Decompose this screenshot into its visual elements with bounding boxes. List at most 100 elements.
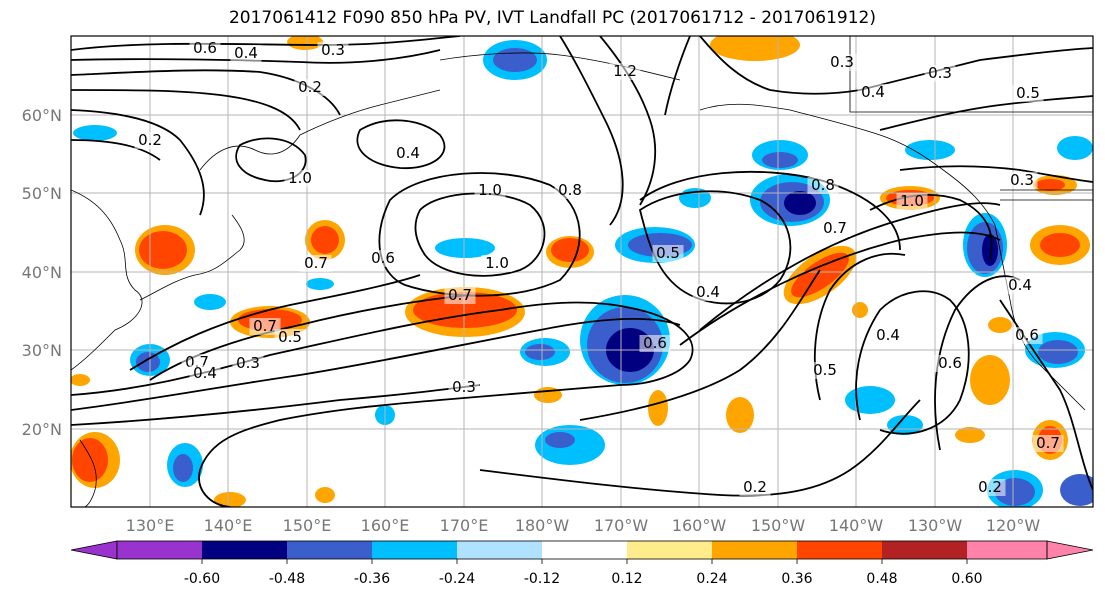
contour-label-text: 0.6 xyxy=(193,39,217,57)
contour-label-text: 0.4 xyxy=(234,44,258,62)
lon-label: 130°W xyxy=(908,516,963,535)
contour-label-text: 0.7 xyxy=(304,254,328,272)
contour-label: 0.5 xyxy=(809,361,841,379)
lat-label: 30°N xyxy=(22,341,62,360)
contour-label-text: 0.8 xyxy=(558,181,582,199)
colorbar-segment xyxy=(457,541,542,559)
contour-label-text: 0.3 xyxy=(1010,171,1034,189)
contour-label-text: 0.6 xyxy=(1015,326,1039,344)
lon-label: 120°W xyxy=(986,516,1041,535)
contour-label-text: 0.3 xyxy=(321,41,345,59)
contour-label: 0.7 xyxy=(1032,434,1064,452)
contour-label: 0.6 xyxy=(934,354,966,372)
contour-label-text: 0.8 xyxy=(811,176,835,194)
contour-label-text: 0.7 xyxy=(823,219,847,237)
contour-label: 0.4 xyxy=(857,83,889,101)
contour-label-text: 0.2 xyxy=(978,478,1002,496)
contour-label: 0.7 xyxy=(300,254,332,272)
contour-label-text: 0.6 xyxy=(643,334,667,352)
colorbar-frame xyxy=(116,540,1048,560)
colorbar-segment xyxy=(967,541,1047,559)
contour-label-text: 0.4 xyxy=(193,364,217,382)
contour-label-text: 0.7 xyxy=(448,286,472,304)
contour-label: 0.3 xyxy=(232,354,264,372)
lon-label: 170°W xyxy=(594,516,649,535)
contour-label-text: 0.3 xyxy=(236,354,260,372)
contour-labels: 0.20.20.30.40.60.41.01.00.7 0.6 1.00.70.70… xyxy=(134,39,1064,496)
colorbar-segment xyxy=(882,541,967,559)
colorbar-segment xyxy=(797,541,882,559)
colorbar-min-arrow xyxy=(70,540,118,560)
contour-label: 0.3 xyxy=(448,378,480,396)
contour-label: 0.4 xyxy=(230,44,262,62)
contour-label: 0.2 xyxy=(134,131,166,149)
contour-label-text: 1.0 xyxy=(900,192,924,210)
contour-label: 0.6 xyxy=(367,249,399,267)
colorbar-tick-label: -0.48 xyxy=(269,571,305,587)
lat-label: 40°N xyxy=(22,263,62,282)
colorbar-tick-label: -0.12 xyxy=(524,571,560,587)
contour-label-text: 1.2 xyxy=(613,62,637,80)
lon-label: 140°W xyxy=(829,516,884,535)
contour-lines xyxy=(71,36,1093,507)
contour-label-text: 0.5 xyxy=(656,244,680,262)
contour-label-text: 0.5 xyxy=(1016,84,1040,102)
contour-label: 0.2 xyxy=(739,478,771,496)
colorbar-max-arrow xyxy=(1046,540,1094,560)
contour-label: 0.7 xyxy=(819,219,851,237)
colorbar-segment xyxy=(287,541,372,559)
colorbar-segment xyxy=(372,541,457,559)
lat-label: 50°N xyxy=(22,184,62,203)
contour-label: 0.8 xyxy=(807,176,839,194)
colorbar-tick-label: -0.24 xyxy=(439,571,475,587)
colorbar-tick-label: 0.36 xyxy=(781,571,812,587)
lon-label: 160°W xyxy=(672,516,727,535)
contour-label-text: 0.4 xyxy=(876,326,900,344)
contour-label: 0.6 xyxy=(189,39,221,57)
lon-label: 150°W xyxy=(751,516,806,535)
lon-label: 130°E xyxy=(126,516,175,535)
contour-label: 1.0 xyxy=(474,181,506,199)
lon-label: 150°E xyxy=(283,516,332,535)
colorbar-segment xyxy=(542,541,627,559)
colorbar-tick-label: -0.60 xyxy=(184,571,220,587)
contour-label-text: 0.5 xyxy=(813,361,837,379)
contour-label-text: 0.4 xyxy=(696,283,720,301)
contour-label: 0.3 xyxy=(317,41,349,59)
contour-label-text: 0.6 xyxy=(938,354,962,372)
contour-label-text: 1.0 xyxy=(485,254,509,272)
colorbar-tick-label: 0.24 xyxy=(696,571,727,587)
lat-label: 60°N xyxy=(22,106,62,125)
contour-label: 0.4 xyxy=(392,144,424,162)
colorbar-segment xyxy=(712,541,797,559)
lon-label: 170°E xyxy=(440,516,489,535)
contour-label: 1.0 xyxy=(481,254,513,272)
contour-label: 0.2 xyxy=(974,478,1006,496)
contour-label: 0.3 xyxy=(826,53,858,71)
contour-label-text: 0.3 xyxy=(830,53,854,71)
contour-label-text: 0.7 xyxy=(253,317,277,335)
contour-label: 0.6 xyxy=(1011,326,1043,344)
contour-label-text: 1.0 xyxy=(478,181,502,199)
contour-label-text: 0.2 xyxy=(743,478,767,496)
contour-label: 0.3 xyxy=(1006,171,1038,189)
colorbar-segment xyxy=(202,541,287,559)
contour-label: 0.4 xyxy=(872,326,904,344)
contour-label: 0.7 xyxy=(249,317,281,335)
colorbar-tick-label: -0.36 xyxy=(354,571,390,587)
contour-label: 0.3 xyxy=(924,64,956,82)
contour-label: 0.4 xyxy=(692,283,724,301)
contour-label-text: 0.3 xyxy=(928,64,952,82)
longitude-labels: 130°E 140°E 150°E 160°E 170°E 180°W 170°… xyxy=(126,516,1041,535)
contour-label-text: 0.7 xyxy=(1036,434,1060,452)
graticule xyxy=(71,36,1093,507)
colorbar: -0.60 -0.48 -0.36 -0.24 -0.12 0.12 0.24 … xyxy=(70,540,1094,587)
contour-label: 0.4 xyxy=(189,364,221,382)
lon-label: 160°E xyxy=(361,516,410,535)
contour-label: 0.5 xyxy=(1012,84,1044,102)
contour-label: 0.5 xyxy=(274,328,306,346)
contour-label: 0.7 xyxy=(444,286,476,304)
latitude-labels: 60°N 50°N 40°N 30°N 20°N xyxy=(22,106,62,439)
contour-label-text: 0.4 xyxy=(1008,276,1032,294)
